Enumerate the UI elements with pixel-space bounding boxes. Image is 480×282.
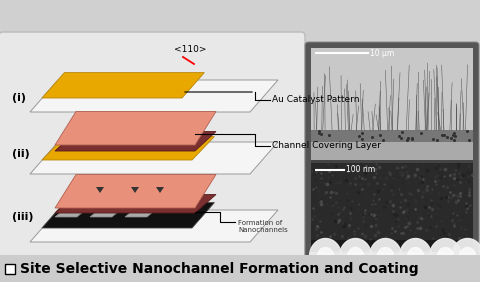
FancyBboxPatch shape [0, 32, 305, 258]
Polygon shape [55, 131, 216, 151]
Bar [311, 163, 473, 240]
Text: 10 μm: 10 μm [370, 49, 394, 58]
Text: 100 nm: 100 nm [346, 166, 375, 175]
Text: (ii): (ii) [12, 149, 30, 159]
Text: (iii): (iii) [12, 212, 34, 222]
Bar [311, 252, 473, 274]
Text: Formation of
Nanochannels: Formation of Nanochannels [238, 220, 288, 233]
Polygon shape [156, 187, 164, 193]
Bar [311, 48, 473, 160]
Text: Site Selective Nanochannel Formation and Coating: Site Selective Nanochannel Formation and… [20, 262, 419, 276]
Polygon shape [55, 195, 216, 213]
Bar [311, 48, 473, 134]
Polygon shape [131, 187, 139, 193]
Bar [0, 255, 480, 282]
Polygon shape [30, 80, 278, 112]
Text: Au Catalyst Pattern: Au Catalyst Pattern [272, 96, 360, 105]
Polygon shape [55, 175, 216, 208]
Text: <110>: <110> [174, 45, 206, 54]
Polygon shape [42, 202, 215, 228]
Polygon shape [42, 136, 215, 160]
Polygon shape [90, 201, 132, 217]
Polygon shape [55, 111, 216, 145]
Polygon shape [55, 201, 96, 217]
Bar [5, 264, 15, 274]
Bar [311, 130, 473, 142]
Polygon shape [30, 142, 278, 174]
Text: (i): (i) [12, 93, 26, 103]
Bar [311, 160, 473, 163]
Text: Channel Covering Layer: Channel Covering Layer [272, 142, 381, 151]
Polygon shape [96, 187, 104, 193]
Bar [311, 163, 473, 274]
Polygon shape [125, 201, 167, 217]
Polygon shape [42, 72, 204, 98]
FancyBboxPatch shape [305, 42, 479, 280]
Polygon shape [30, 210, 278, 242]
